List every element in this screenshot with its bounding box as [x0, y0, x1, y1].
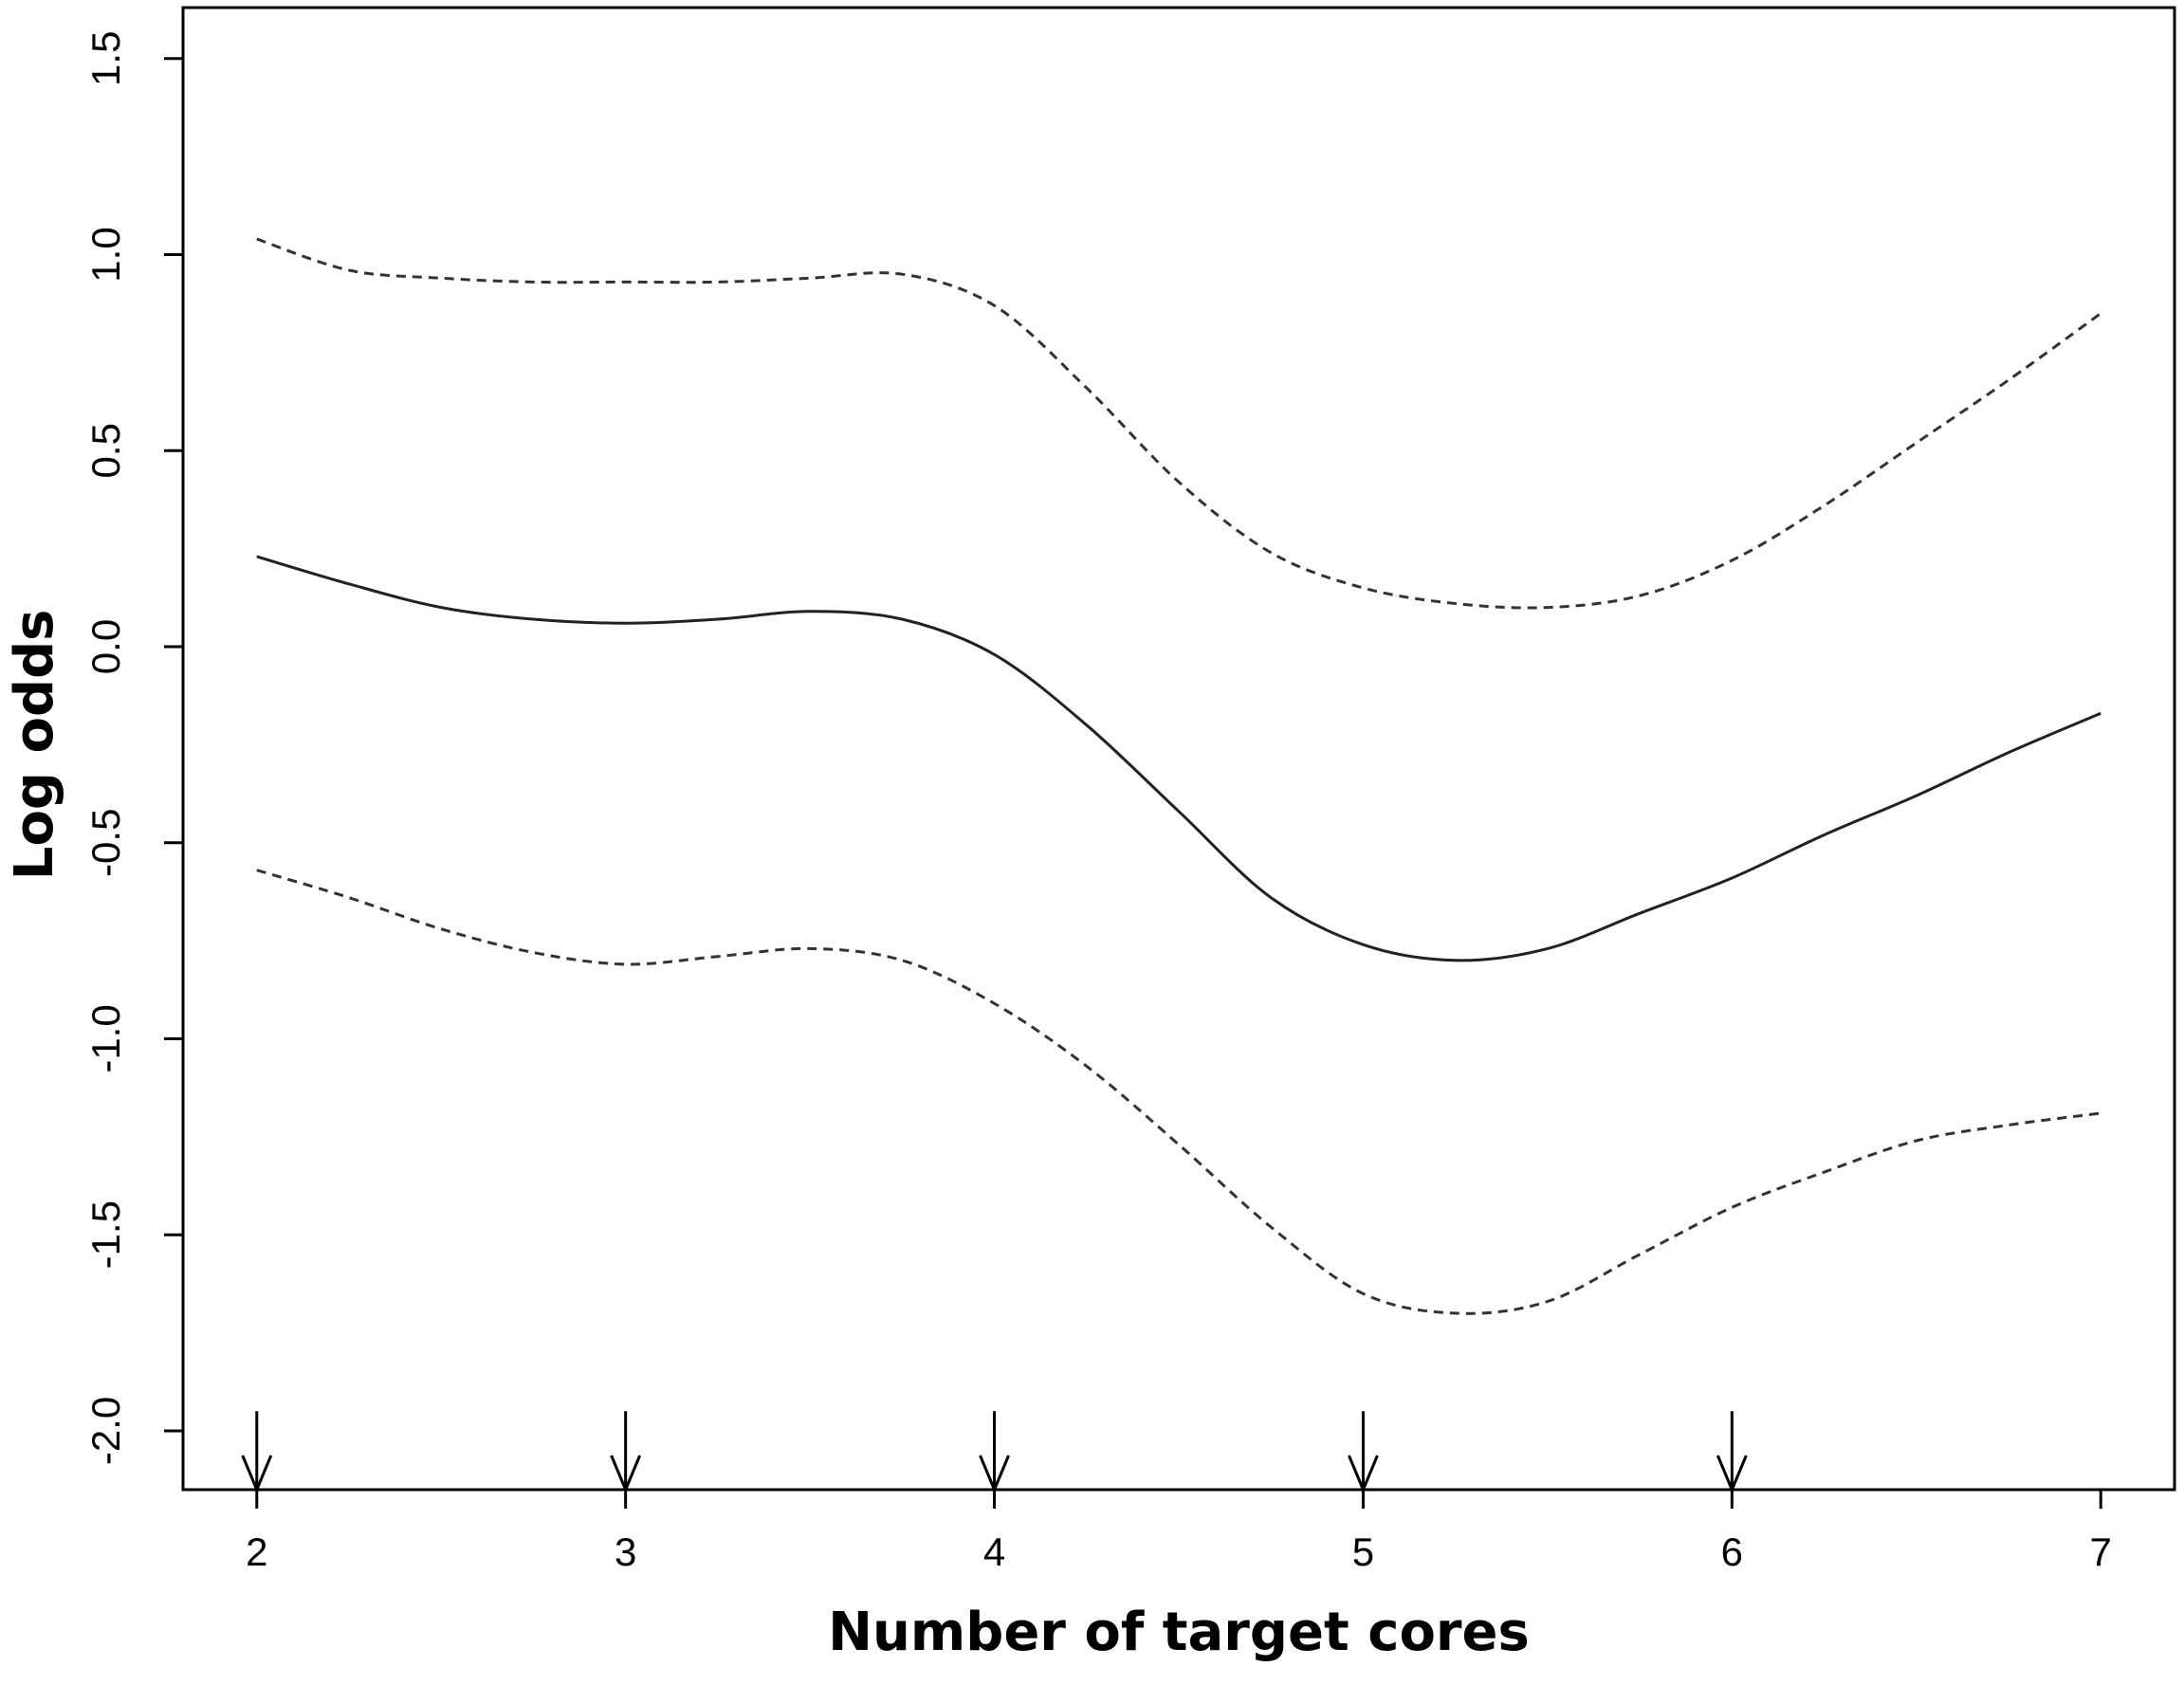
x-tick-label: 6 — [1721, 1529, 1743, 1574]
plot-frame — [181, 6, 2176, 1492]
x-tick-label: 3 — [615, 1529, 636, 1574]
y-tick-label: 1.5 — [83, 31, 128, 86]
y-tick-label: -1.5 — [83, 1200, 128, 1269]
log-odds-line — [256, 555, 2101, 962]
knot-arrow-head — [241, 1455, 273, 1493]
knot-arrow-head — [1348, 1455, 1379, 1493]
y-tick-label: 0.0 — [83, 619, 128, 674]
x-tick-label: 4 — [983, 1529, 1005, 1574]
x-axis-title: Number of target cores — [828, 1602, 1530, 1663]
y-axis-title: Log odds — [4, 610, 65, 881]
y-tick-label: -1.0 — [83, 1004, 128, 1072]
knot-arrow-head — [610, 1455, 642, 1493]
y-tick-label: 1.0 — [83, 227, 128, 282]
x-tick-label: 5 — [1352, 1529, 1374, 1574]
knot-arrow-head — [979, 1455, 1010, 1493]
y-tick-label: -0.5 — [83, 809, 128, 877]
lower-confidence-line — [256, 869, 2101, 1315]
upper-confidence-line — [256, 237, 2102, 610]
y-tick-label: -2.0 — [83, 1397, 128, 1465]
x-tick-label: 2 — [246, 1529, 267, 1574]
y-tick-label: 0.5 — [83, 423, 128, 478]
knot-arrow-head — [1716, 1455, 1748, 1493]
x-tick-label: 7 — [2090, 1529, 2112, 1574]
